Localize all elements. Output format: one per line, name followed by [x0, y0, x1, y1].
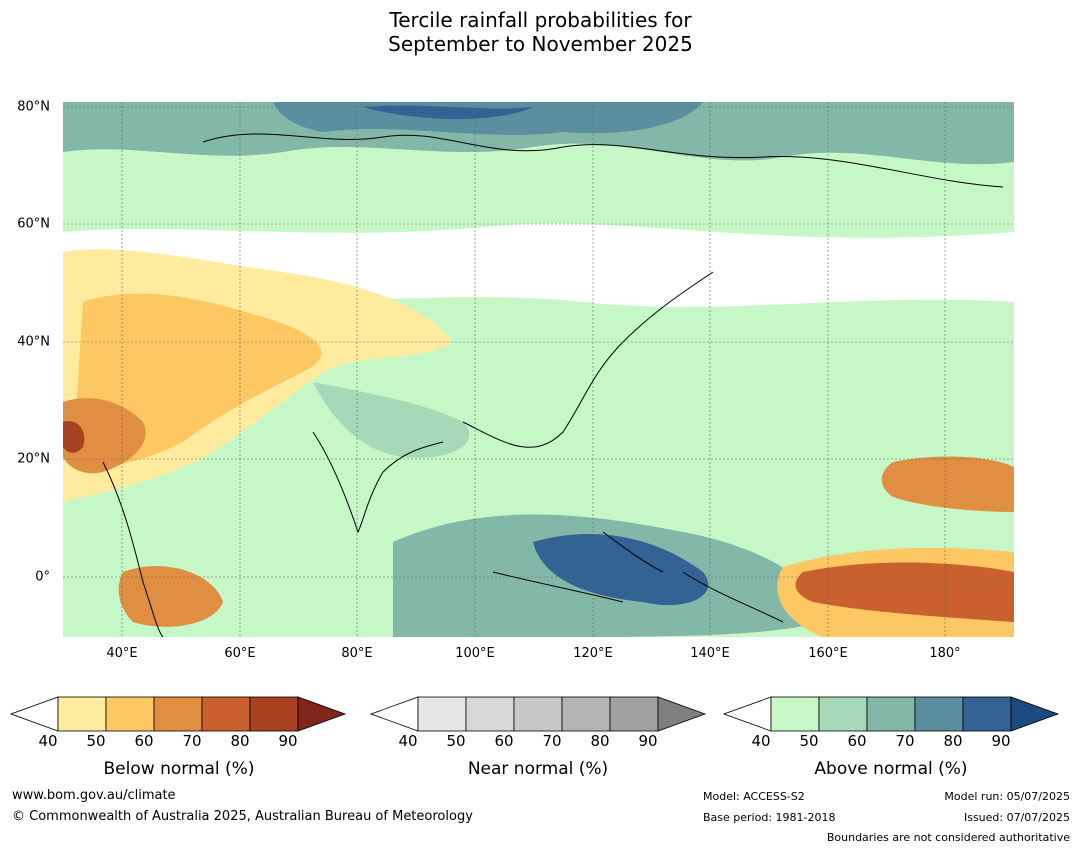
- lat-label-20n: 20°N: [17, 451, 50, 467]
- title-line-1: Tercile rainfall probabilities for: [389, 8, 692, 32]
- model-run-date: Model run: 05/07/2025: [944, 790, 1070, 803]
- near-colorbar-tick-70: 70: [542, 732, 562, 750]
- below-colorbar-bin-80: [249, 696, 299, 732]
- model-name: Model: ACCESS-S2: [703, 790, 805, 803]
- below-colorbar-tick-90: 90: [278, 732, 298, 750]
- near-colorbar-tick-90: 90: [638, 732, 658, 750]
- colorbar-above-label: Above normal (%): [814, 759, 968, 779]
- below-colorbar-bin-40: [57, 696, 107, 732]
- coastline-india: [312, 431, 444, 534]
- base-period: Base period: 1981-2018: [703, 811, 836, 824]
- title-line-2: September to November 2025: [388, 32, 693, 56]
- near-colorbar-bin-60: [513, 696, 563, 732]
- lat-label-40n: 40°N: [17, 334, 50, 350]
- below-colorbar-bin-70: [201, 696, 251, 732]
- above-colorbar-tick-60: 60: [847, 732, 867, 750]
- below-colorbar-max-arrow: [297, 696, 347, 732]
- below-colorbar-tick-70: 70: [182, 732, 202, 750]
- colorbar-below-label: Below normal (%): [103, 759, 255, 779]
- above-colorbar-bin-60: [866, 696, 916, 732]
- lat-label-60n: 60°N: [17, 216, 50, 232]
- map-title: Tercile rainfall probabilities for Septe…: [0, 8, 1081, 56]
- bom-climate-link[interactable]: www.bom.gov.au/climate: [12, 788, 176, 803]
- below-colorbar-bin-50: [105, 696, 155, 732]
- lat-label-80n: 80°N: [17, 99, 50, 115]
- lat-label-0: 0°: [35, 569, 50, 585]
- lon-label-100e: 100°E: [455, 646, 495, 661]
- above-colorbar-min-arrow: [723, 696, 772, 732]
- lon-label-180: 180°: [929, 646, 961, 661]
- colorbar-below: [10, 696, 347, 732]
- below-colorbar-tick-50: 50: [86, 732, 106, 750]
- coastline-arctic: [202, 133, 1004, 188]
- above-colorbar-bin-70: [914, 696, 964, 732]
- region-below-north-pacific: [881, 456, 1014, 512]
- region-below-east-africa: [118, 566, 223, 627]
- above-colorbar-bin-50: [818, 696, 868, 732]
- coastline-africa: [102, 461, 164, 637]
- near-colorbar-min-arrow: [370, 696, 419, 732]
- lon-label-120e: 120°E: [573, 646, 613, 661]
- map-canvas: [63, 102, 1014, 637]
- coastline-maritime: [492, 531, 784, 623]
- lon-label-80e: 80°E: [341, 646, 373, 661]
- near-colorbar-bin-80: [609, 696, 659, 732]
- colorbar-near-label: Near normal (%): [467, 759, 609, 779]
- coastline-east-asia: [462, 271, 714, 448]
- region-above-maritime-strong: [533, 533, 709, 606]
- below-colorbar-tick-40: 40: [38, 732, 58, 750]
- above-colorbar-tick-70: 70: [895, 732, 915, 750]
- forecast-map: [63, 102, 1014, 637]
- near-colorbar-tick-40: 40: [398, 732, 418, 750]
- near-colorbar-tick-60: 60: [494, 732, 514, 750]
- colorbar-above: [723, 696, 1060, 732]
- above-colorbar-bin-80: [962, 696, 1012, 732]
- above-colorbar-max-arrow: [1010, 696, 1060, 732]
- colorbar-near: [370, 696, 707, 732]
- region-below-pacific-strong: [795, 562, 1014, 622]
- near-colorbar-tick-80: 80: [590, 732, 610, 750]
- near-colorbar-tick-50: 50: [446, 732, 466, 750]
- region-above-south-asia: [313, 382, 470, 458]
- lon-label-40e: 40°E: [106, 646, 138, 661]
- region-below-arabia-strong: [63, 421, 85, 453]
- copyright-text: © Commonwealth of Australia 2025, Austra…: [12, 809, 473, 824]
- lon-label-60e: 60°E: [224, 646, 256, 661]
- below-colorbar-min-arrow: [10, 696, 59, 732]
- below-colorbar-tick-80: 80: [230, 732, 250, 750]
- above-colorbar-tick-40: 40: [751, 732, 771, 750]
- region-below-arabia: [63, 398, 146, 474]
- below-colorbar-tick-60: 60: [134, 732, 154, 750]
- graticule: [63, 102, 1014, 637]
- above-colorbar-tick-50: 50: [799, 732, 819, 750]
- lon-label-140e: 140°E: [690, 646, 730, 661]
- region-above-north-core: [363, 105, 533, 120]
- near-colorbar-bin-40: [417, 696, 467, 732]
- above-colorbar-tick-80: 80: [943, 732, 963, 750]
- near-colorbar-max-arrow: [657, 696, 707, 732]
- near-colorbar-bin-70: [561, 696, 611, 732]
- below-colorbar-bin-60: [153, 696, 203, 732]
- above-colorbar-tick-90: 90: [991, 732, 1011, 750]
- near-colorbar-bin-50: [465, 696, 515, 732]
- above-colorbar-bin-40: [770, 696, 820, 732]
- issued-date: Issued: 07/07/2025: [963, 811, 1070, 824]
- boundaries-disclaimer: Boundaries are not considered authoritat…: [826, 831, 1070, 844]
- lon-label-160e: 160°E: [808, 646, 848, 661]
